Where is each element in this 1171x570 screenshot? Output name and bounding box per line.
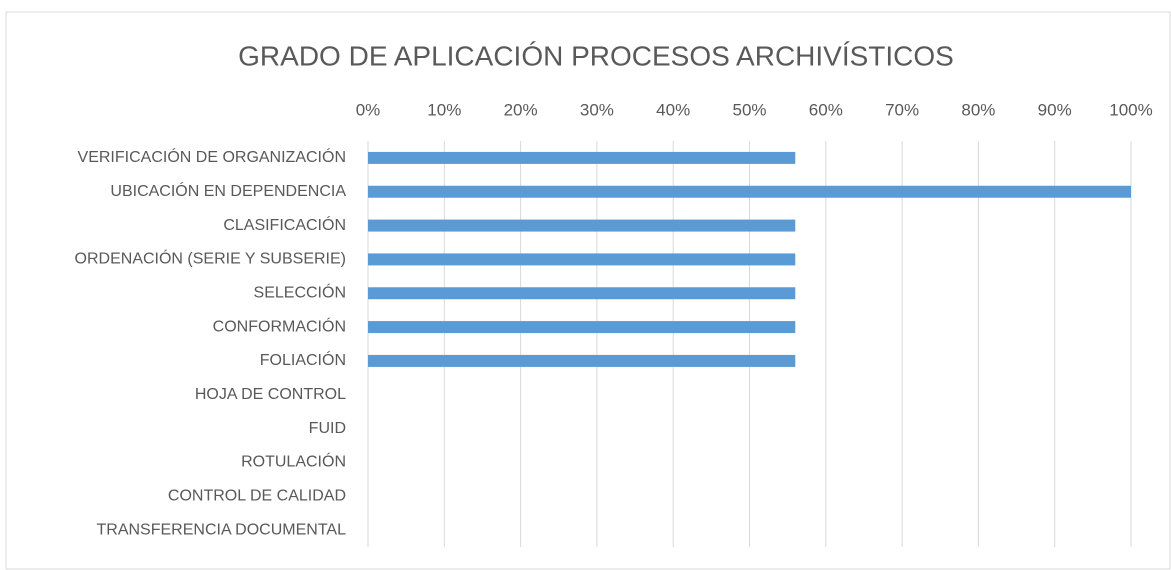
y-tick-label: CONTROL DE CALIDAD	[168, 487, 346, 504]
y-tick-label: ORDENACIÓN (SERIE Y SUBSERIE)	[75, 249, 346, 268]
y-tick-label: FOLIACIÓN	[260, 350, 346, 369]
bar	[368, 219, 796, 232]
x-tick-label: 30%	[580, 100, 614, 119]
x-tick-label: 90%	[1038, 100, 1072, 119]
y-tick-label: ROTULACIÓN	[241, 452, 346, 471]
y-tick-label: UBICACIÓN EN DEPENDENCIA	[110, 181, 346, 200]
x-tick-label: 80%	[961, 100, 995, 119]
bar	[368, 287, 796, 300]
x-tick-label: 10%	[427, 100, 461, 119]
x-tick-label: 100%	[1109, 100, 1152, 119]
x-tick-label: 0%	[356, 100, 381, 119]
x-tick-label: 40%	[656, 100, 690, 119]
y-tick-label: HOJA DE CONTROL	[195, 386, 346, 403]
y-tick-label: VERIFICACIÓN DE ORGANIZACIÓN	[78, 147, 346, 166]
y-tick-label: SELECCIÓN	[254, 282, 346, 301]
y-tick-label: CLASIFICACIÓN	[223, 215, 346, 234]
x-tick-label: 70%	[885, 100, 919, 119]
bar	[368, 253, 796, 266]
y-tick-label: TRANSFERENCIA DOCUMENTAL	[96, 521, 346, 538]
bar	[368, 321, 796, 334]
x-tick-label: 50%	[732, 100, 766, 119]
x-tick-label: 20%	[504, 100, 538, 119]
bar	[368, 185, 1131, 198]
x-tick-label: 60%	[809, 100, 843, 119]
y-tick-label: FUID	[309, 420, 346, 437]
chart-title: GRADO DE APLICACIÓN PROCESOS ARCHIVÍSTIC…	[238, 40, 954, 71]
bar	[368, 354, 796, 367]
bar	[368, 151, 796, 164]
y-tick-label: CONFORMACIÓN	[213, 316, 346, 335]
